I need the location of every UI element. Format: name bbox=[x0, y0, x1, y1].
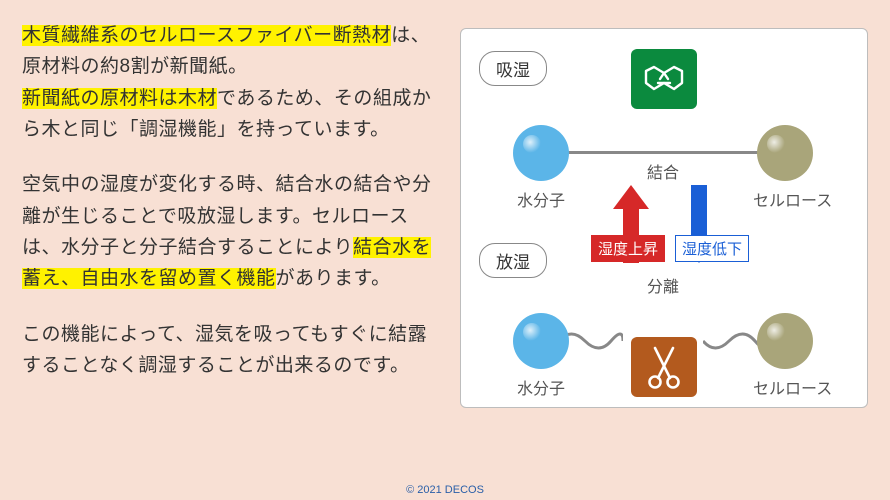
badge-humidity-up: 湿度上昇 bbox=[591, 235, 665, 262]
moisture-diagram: 吸湿 放湿 水分子 結合 セルロース bbox=[460, 28, 868, 408]
bond-line bbox=[561, 151, 765, 154]
lbl-cell-top: セルロース bbox=[753, 187, 832, 211]
paragraph-2: 空気中の湿度が変化する時、結合水の結合や分離が生じることで吸放湿します。セルロー… bbox=[22, 169, 442, 294]
hl-newspaper-wood: 新聞紙の原材料は木材 bbox=[22, 88, 217, 109]
cellulose-bottom bbox=[757, 313, 813, 369]
handshake-icon bbox=[631, 49, 697, 109]
lbl-bond: 結合 bbox=[647, 159, 679, 183]
label-absorb: 吸湿 bbox=[479, 51, 547, 86]
label-release: 放湿 bbox=[479, 243, 547, 278]
paragraph-1: 木質繊維系のセルロースファイバー断熱材は、原材料の約8割が新聞紙。 新聞紙の原材… bbox=[22, 20, 442, 145]
water-molecule-bottom bbox=[513, 313, 569, 369]
explanation-text: 木質繊維系のセルロースファイバー断熱材は、原材料の約8割が新聞紙。 新聞紙の原材… bbox=[22, 20, 442, 488]
scissors-icon bbox=[631, 337, 697, 397]
lbl-water-bottom: 水分子 bbox=[517, 375, 565, 399]
lbl-water-top: 水分子 bbox=[517, 187, 565, 211]
paragraph-3: この機能によって、湿気を吸ってもすぐに結露することなく調湿することが出来るのです… bbox=[22, 319, 442, 382]
badge-humidity-down: 湿度低下 bbox=[675, 235, 749, 262]
water-molecule-top bbox=[513, 125, 569, 181]
lbl-separate: 分離 bbox=[647, 273, 679, 297]
copyright: © 2021 DECOS bbox=[0, 484, 890, 496]
cellulose-top bbox=[757, 125, 813, 181]
lbl-cell-bottom: セルロース bbox=[753, 375, 832, 399]
hl-cellulose-fiber: 木質繊維系のセルロースファイバー断熱材 bbox=[22, 25, 391, 46]
